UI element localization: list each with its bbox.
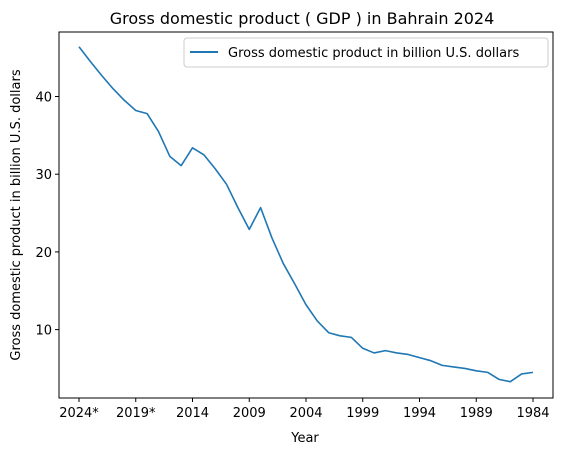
y-tick-label: 10 — [35, 324, 52, 339]
x-tick-label: 2014 — [176, 406, 209, 421]
data-point — [498, 378, 500, 380]
data-point — [225, 183, 227, 185]
data-point — [532, 371, 534, 373]
y-tick-label: 30 — [35, 168, 52, 183]
y-axis: 10 20 30 40 — [35, 90, 59, 339]
data-point — [248, 228, 250, 230]
data-point — [452, 366, 454, 368]
data-point — [146, 112, 148, 114]
x-axis: 2024* 2019* 2014 2009 2004 1999 1994 1989 1984 — [59, 398, 550, 421]
data-point — [520, 373, 522, 375]
y-tick-label: 40 — [35, 90, 52, 105]
data-point — [180, 164, 182, 166]
x-axis-label: Year — [290, 431, 319, 446]
data-point — [305, 304, 307, 306]
series-line — [78, 46, 534, 383]
x-tick-label: 2024* — [59, 406, 99, 421]
y-axis-label: Gross domestic product in billion U.S. d… — [9, 69, 24, 360]
data-point — [464, 367, 466, 369]
data-point — [362, 347, 364, 349]
series-layer — [78, 46, 534, 383]
x-tick-label: 1984 — [516, 406, 549, 421]
data-point — [475, 370, 477, 372]
legend-label: Gross domestic product in billion U.S. d… — [228, 46, 519, 61]
data-point — [169, 155, 171, 157]
data-point — [237, 206, 239, 208]
data-point — [418, 356, 420, 358]
data-point — [396, 352, 398, 354]
data-point — [282, 262, 284, 264]
legend-box — [183, 37, 549, 68]
chart-title: Gross domestic product ( GDP ) in Bahrai… — [110, 9, 495, 28]
data-point — [112, 88, 114, 90]
data-point — [191, 147, 193, 149]
data-point — [373, 352, 375, 354]
x-tick-label: 2009 — [233, 406, 266, 421]
data-point — [135, 109, 137, 111]
data-point — [89, 60, 91, 62]
data-point — [441, 364, 443, 366]
data-point — [328, 332, 330, 334]
x-tick-label: 2004 — [289, 406, 322, 421]
data-point — [123, 99, 125, 101]
data-point — [101, 74, 103, 76]
data-point — [259, 206, 261, 208]
x-tick-label: 1989 — [460, 406, 493, 421]
x-tick-label: 1994 — [403, 406, 436, 421]
data-point — [384, 349, 386, 351]
data-point — [78, 46, 80, 48]
x-tick-label: 2019* — [116, 406, 156, 421]
plot-area — [58, 31, 554, 399]
plot-frame — [58, 31, 554, 399]
y-tick-label: 20 — [35, 246, 52, 261]
data-point — [214, 168, 216, 170]
data-point — [293, 283, 295, 285]
data-point — [339, 335, 341, 337]
legend: Gross domestic product in billion U.S. d… — [183, 37, 549, 68]
data-point — [157, 130, 159, 132]
data-point — [407, 353, 409, 355]
data-point — [350, 336, 352, 338]
x-tick-label: 1999 — [346, 406, 379, 421]
data-point — [203, 154, 205, 156]
data-point — [486, 371, 488, 373]
data-point — [430, 360, 432, 362]
data-point — [509, 380, 511, 382]
data-point — [316, 320, 318, 322]
data-point — [271, 237, 273, 239]
